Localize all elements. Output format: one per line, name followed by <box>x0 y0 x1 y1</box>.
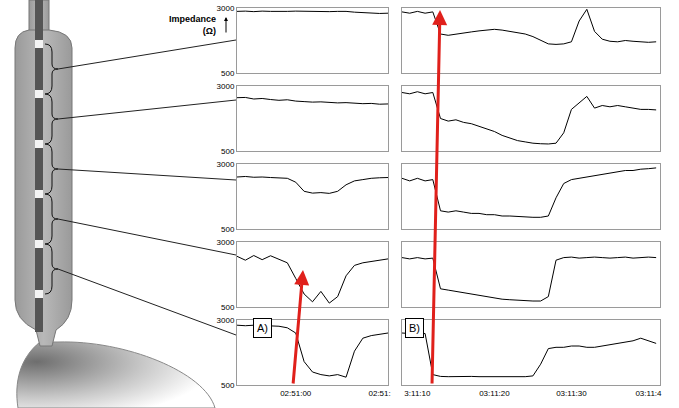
svg-text:B): B) <box>409 322 420 334</box>
svg-text:3000: 3000 <box>217 4 235 13</box>
svg-text:03:11:30: 03:11:30 <box>556 389 587 398</box>
svg-text:A): A) <box>257 322 268 334</box>
svg-text:3000: 3000 <box>217 160 235 169</box>
svg-text:500: 500 <box>221 147 235 156</box>
svg-text:Impedance(Ω): Impedance(Ω) <box>169 14 216 36</box>
svg-text:03:11:4: 03:11:4 <box>635 389 662 398</box>
svg-text:500: 500 <box>221 303 235 312</box>
svg-text:3000: 3000 <box>217 238 235 247</box>
svg-text:3000: 3000 <box>217 316 235 325</box>
svg-text:02:51:: 02:51: <box>368 389 390 398</box>
svg-text:02:51:00: 02:51:00 <box>280 389 312 398</box>
svg-text:03:11:20: 03:11:20 <box>479 389 510 398</box>
svg-text:500: 500 <box>221 225 235 234</box>
svg-text:500: 500 <box>221 69 235 78</box>
svg-text:3:11:10: 3:11:10 <box>404 389 431 398</box>
svg-text:3000: 3000 <box>217 82 235 91</box>
svg-text:500: 500 <box>221 381 235 390</box>
